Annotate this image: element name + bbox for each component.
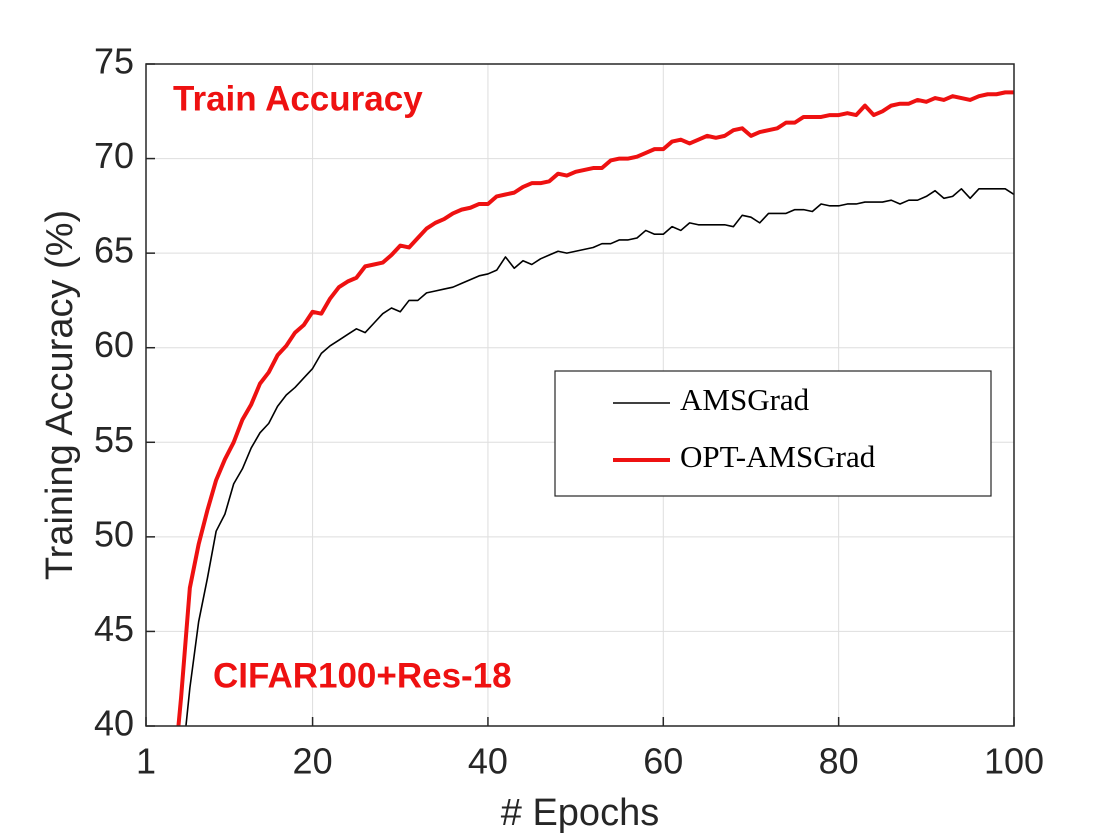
data-line — [176, 90, 1014, 726]
y-tick-label: 60 — [94, 324, 134, 365]
plot-frame — [145, 63, 1015, 727]
y-tick-label: 55 — [94, 419, 134, 460]
x-tick-label: 40 — [468, 741, 508, 782]
y-tick-label: 40 — [94, 703, 134, 744]
annotation: Train Accuracy — [173, 79, 423, 118]
y-axis-label: Training Accuracy (%) — [39, 210, 81, 580]
y-tick-label: 45 — [94, 608, 134, 649]
x-tick-label: 80 — [819, 741, 859, 782]
x-tick-label: 100 — [984, 741, 1044, 782]
legend-label: AMSGrad — [680, 382, 810, 417]
annotation: CIFAR100+Res-18 — [213, 656, 512, 695]
x-tick-label: 20 — [293, 741, 333, 782]
y-tick-label: 65 — [94, 230, 134, 271]
y-tick-label: 75 — [94, 41, 134, 82]
y-tick-label: 50 — [94, 513, 134, 554]
x-tick-label: 60 — [643, 741, 683, 782]
y-tick-label: 70 — [94, 135, 134, 176]
x-tick-label: 1 — [136, 741, 156, 782]
legend-label: OPT-AMSGrad — [680, 439, 876, 474]
data-line — [185, 188, 1014, 726]
legend-box — [554, 370, 992, 497]
x-axis-label: # Epochs — [501, 792, 659, 834]
